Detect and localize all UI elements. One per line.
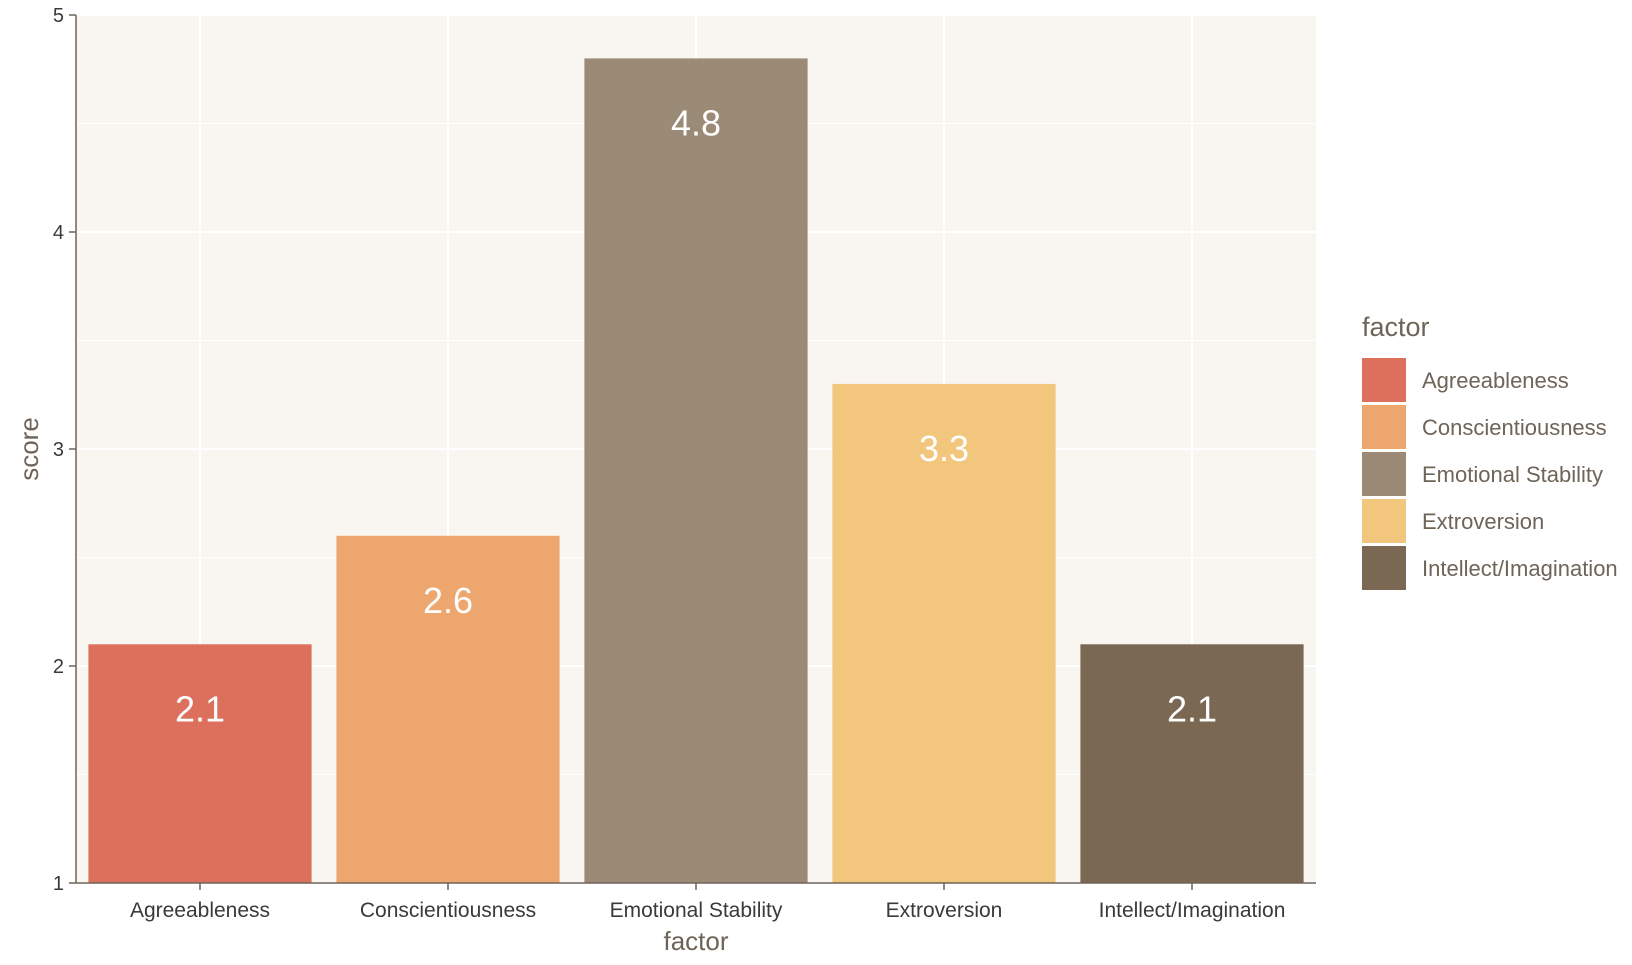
bar-value-label: 2.1 bbox=[1167, 688, 1217, 729]
bar-value-label: 2.1 bbox=[175, 688, 225, 729]
legend-label: Intellect/Imagination bbox=[1422, 556, 1618, 581]
legend-label: Emotional Stability bbox=[1422, 462, 1603, 487]
legend-label: Extroversion bbox=[1422, 509, 1544, 534]
bar-agreeableness bbox=[88, 644, 312, 883]
legend-key bbox=[1362, 358, 1406, 402]
x-tick-label: Conscientiousness bbox=[360, 899, 536, 922]
y-tick-label: 1 bbox=[53, 873, 64, 895]
bar-value-label: 3.3 bbox=[919, 428, 969, 469]
axes: 1 2 3 4 5 Agreeableness Conscientiousness Emoti… bbox=[53, 5, 1316, 922]
legend-key bbox=[1362, 452, 1406, 496]
bars bbox=[88, 58, 1304, 883]
legend-label: Agreeableness bbox=[1422, 368, 1569, 393]
bar-conscientiousness bbox=[336, 535, 560, 883]
y-tick-label: 2 bbox=[53, 656, 64, 678]
x-tick-label: Intellect/Imagination bbox=[1099, 899, 1286, 922]
legend-label: Conscientiousness bbox=[1422, 415, 1607, 440]
x-tick-label: Extroversion bbox=[886, 899, 1003, 922]
x-tick-label: Emotional Stability bbox=[610, 899, 783, 922]
legend-key bbox=[1362, 405, 1406, 449]
y-tick-label: 3 bbox=[53, 439, 64, 461]
legend: factor Agreeableness Conscientiousness Emo… bbox=[1362, 312, 1618, 590]
legend-key bbox=[1362, 546, 1406, 590]
bar-emotional-stability bbox=[584, 58, 808, 883]
bar-value-labels: 2.1 2.6 4.8 3.3 2.1 bbox=[175, 102, 1217, 729]
x-tick-label: Agreeableness bbox=[130, 899, 270, 922]
bar-value-label: 2.6 bbox=[423, 580, 473, 621]
legend-key bbox=[1362, 499, 1406, 543]
legend-title: factor bbox=[1362, 312, 1430, 342]
bar-value-label: 4.8 bbox=[671, 102, 721, 143]
x-axis-title: factor bbox=[663, 926, 728, 956]
y-tick-label: 5 bbox=[53, 5, 64, 27]
y-tick-label: 4 bbox=[53, 222, 64, 244]
bar-intellect-imagination bbox=[1080, 644, 1304, 883]
y-axis-title: score bbox=[14, 417, 44, 481]
bar-extroversion bbox=[832, 383, 1056, 883]
